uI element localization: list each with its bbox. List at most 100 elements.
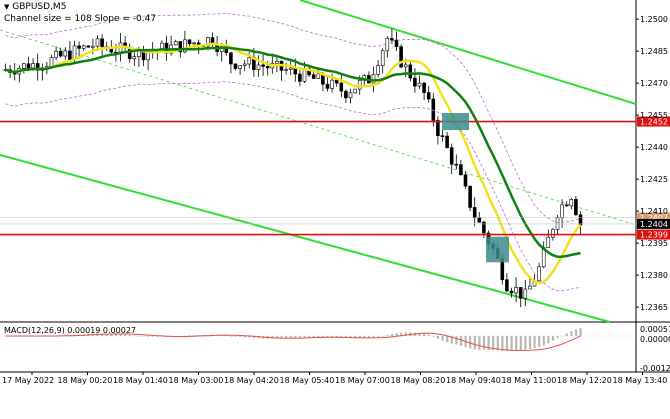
price-tag-bg bbox=[637, 218, 670, 229]
candle-body bbox=[555, 217, 560, 230]
macd-histogram-bar bbox=[363, 336, 366, 339]
candle-body bbox=[390, 38, 394, 41]
time-tick-label: 18 May 09:40 bbox=[446, 376, 501, 385]
macd-histogram-bar bbox=[501, 336, 504, 351]
candle-body bbox=[173, 41, 178, 46]
buy-zone-box bbox=[486, 236, 509, 263]
candle-body bbox=[187, 39, 192, 45]
candle-body bbox=[445, 135, 449, 148]
candle-body bbox=[238, 65, 242, 69]
candle-body bbox=[330, 79, 334, 89]
candle-body bbox=[233, 63, 238, 69]
time-tick-label: 18 May 12:20 bbox=[557, 376, 612, 385]
macd-histogram-bar bbox=[151, 336, 154, 337]
candle-body bbox=[325, 83, 330, 89]
candle-body bbox=[482, 221, 486, 234]
macd-histogram-bar bbox=[570, 331, 573, 336]
time-tick-label: 17 May 2022 bbox=[2, 376, 54, 385]
macd-histogram-bar bbox=[308, 336, 311, 338]
level-tag-bg bbox=[637, 229, 670, 240]
macd-histogram-bar bbox=[515, 336, 518, 351]
macd-histogram-bar bbox=[156, 336, 159, 337]
price-tick-label: 1.2485 bbox=[640, 47, 668, 56]
candle-body bbox=[229, 52, 233, 65]
macd-histogram-bar bbox=[496, 336, 499, 351]
macd-histogram-bar bbox=[455, 336, 458, 345]
price-tick-label: 1.2500 bbox=[640, 15, 668, 24]
time-tick-label: 18 May 07:00 bbox=[335, 376, 390, 385]
macd-histogram-bar bbox=[252, 336, 256, 338]
macd-histogram-bar bbox=[128, 335, 131, 336]
macd-histogram-bar bbox=[234, 336, 237, 337]
candle-body bbox=[417, 82, 422, 87]
candle-body bbox=[472, 207, 477, 218]
moving-average-slow bbox=[5, 46, 581, 258]
candle-body bbox=[247, 57, 252, 65]
macd-histogram-bar bbox=[524, 336, 527, 350]
macd-histogram-bar bbox=[312, 336, 315, 337]
time-tick-label: 18 May 05:40 bbox=[280, 376, 335, 385]
time-tick-label: 18 May 08:20 bbox=[391, 376, 446, 385]
candle-body bbox=[146, 52, 150, 61]
macd-tick-label: 0.00051 bbox=[640, 325, 670, 334]
price-tick-label: 1.2470 bbox=[640, 79, 668, 88]
candle-body bbox=[58, 50, 63, 57]
candle-body bbox=[449, 147, 454, 165]
macd-histogram-bar bbox=[354, 336, 357, 339]
price-tag-label: 1.2407 bbox=[640, 214, 668, 223]
candle-body bbox=[477, 217, 482, 223]
macd-histogram-bar bbox=[110, 334, 113, 336]
macd-histogram-bar bbox=[225, 335, 228, 336]
candle-body bbox=[408, 64, 413, 79]
candle-body bbox=[311, 74, 316, 79]
candle-body bbox=[35, 63, 40, 71]
price-tick-label: 1.2455 bbox=[640, 111, 668, 120]
macd-histogram-bar bbox=[551, 336, 555, 341]
candle-body bbox=[298, 73, 302, 82]
candle-body bbox=[339, 82, 344, 92]
macd-histogram-bar bbox=[105, 333, 108, 336]
macd-histogram-bar bbox=[372, 336, 375, 338]
macd-histogram-bar bbox=[119, 334, 122, 336]
candle-body bbox=[380, 50, 385, 66]
macd-tick-label: -0.00123 bbox=[640, 364, 670, 373]
candle-body bbox=[81, 45, 86, 49]
macd-histogram-bar bbox=[386, 335, 389, 336]
candle-body bbox=[385, 38, 390, 52]
price-tag-label: 1.2404 bbox=[640, 220, 668, 229]
candle-body bbox=[459, 164, 463, 176]
price-tick-label: 1.2395 bbox=[640, 239, 668, 248]
macd-histogram-bar bbox=[349, 336, 352, 339]
level-tag-bg bbox=[637, 116, 670, 127]
candle-body bbox=[22, 63, 26, 69]
macd-histogram-bar bbox=[579, 328, 582, 336]
envelope-upper bbox=[5, 12, 581, 224]
macd-histogram-bar bbox=[473, 336, 476, 350]
macd-histogram-bar bbox=[137, 335, 141, 337]
candle-body bbox=[242, 63, 247, 66]
macd-histogram-bar bbox=[243, 336, 246, 338]
macd-histogram-bar bbox=[574, 329, 578, 336]
macd-histogram-bar bbox=[510, 336, 513, 352]
macd-histogram-bar bbox=[492, 336, 495, 351]
candle-body bbox=[284, 69, 288, 71]
candle-body bbox=[344, 90, 348, 99]
candle-body bbox=[334, 79, 339, 84]
candle-body bbox=[436, 120, 440, 136]
macd-histogram-bar bbox=[229, 335, 233, 337]
macd-signal-line bbox=[5, 332, 581, 351]
candle-body bbox=[505, 279, 509, 292]
macd-histogram-bar bbox=[547, 336, 550, 344]
macd-histogram-bar bbox=[538, 336, 541, 347]
candle-body bbox=[463, 174, 468, 187]
macd-histogram-bar bbox=[390, 334, 394, 336]
price-tick-label: 1.2410 bbox=[640, 207, 668, 216]
macd-histogram-bar bbox=[298, 336, 302, 338]
candle-body bbox=[523, 288, 528, 299]
macd-histogram-bar bbox=[436, 336, 440, 339]
candle-body bbox=[183, 39, 187, 53]
time-tick-label: 18 May 04:20 bbox=[224, 376, 279, 385]
price-tick-label: 1.2380 bbox=[640, 271, 668, 280]
candle-body bbox=[514, 287, 518, 294]
